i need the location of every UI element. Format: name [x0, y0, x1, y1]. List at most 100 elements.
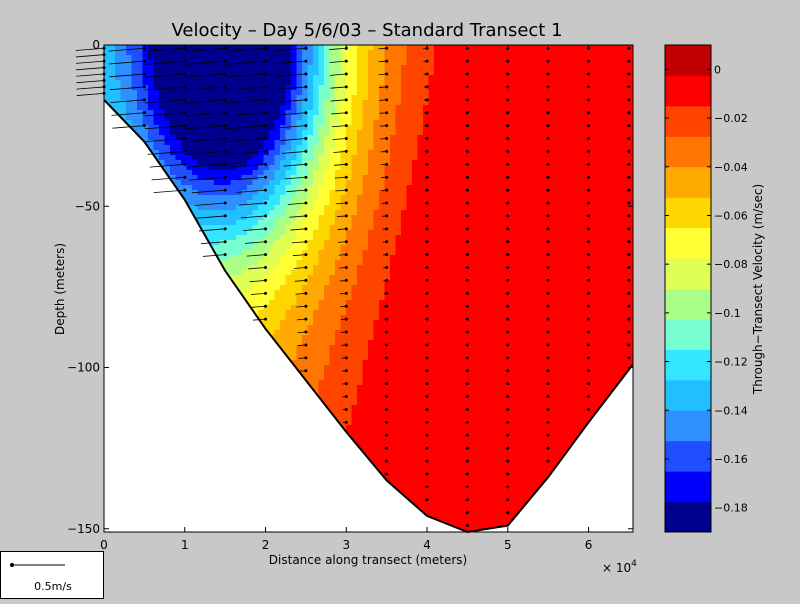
contour-cell	[230, 85, 237, 91]
contour-cell	[192, 205, 199, 211]
contour-cell	[285, 155, 292, 161]
contour-cell	[362, 270, 369, 276]
contour-cell	[126, 105, 133, 111]
contour-cell	[252, 180, 259, 186]
contour-cell	[307, 345, 314, 351]
contour-cell	[285, 245, 292, 251]
contour-cell	[307, 85, 314, 91]
contour-cell	[197, 165, 204, 171]
contour-cell	[258, 280, 265, 286]
contour-cell	[313, 285, 320, 291]
contour-cell	[329, 255, 336, 261]
contour-cell	[274, 135, 281, 141]
contour-cell	[340, 335, 347, 341]
contour-cell	[307, 330, 314, 336]
contour-cell	[346, 310, 353, 316]
contour-cell	[373, 110, 380, 116]
contour-cell	[120, 65, 127, 71]
contour-cell	[181, 140, 188, 146]
contour-cell	[148, 115, 155, 121]
contour-cell	[318, 130, 325, 136]
contour-cell	[368, 55, 375, 61]
contour-cell	[340, 150, 347, 156]
contour-cell	[351, 80, 358, 86]
contour-cell	[148, 45, 155, 51]
contour-cell	[335, 95, 342, 101]
contour-cell	[181, 50, 188, 56]
contour-cell	[258, 255, 265, 261]
contour-cell	[241, 265, 248, 271]
contour-cell	[346, 55, 353, 61]
contour-cell	[142, 105, 149, 111]
contour-cell	[373, 395, 380, 401]
contour-cell	[258, 225, 265, 231]
contour-cell	[274, 125, 281, 131]
contour-cell	[340, 290, 347, 296]
contour-cell	[197, 95, 204, 101]
contour-cell	[285, 110, 292, 116]
contour-cell	[197, 75, 204, 81]
contour-cell	[340, 310, 347, 316]
contour-cell	[329, 270, 336, 276]
contour-cell	[351, 350, 358, 356]
contour-cell	[203, 230, 210, 236]
contour-cell	[236, 115, 243, 121]
contour-cell	[175, 120, 182, 126]
contour-cell	[181, 60, 188, 66]
contour-cell	[236, 230, 243, 236]
contour-cell	[263, 205, 270, 211]
contour-cell	[230, 90, 237, 96]
contour-cell	[208, 195, 215, 201]
contour-cell	[258, 270, 265, 276]
contour-cell	[186, 45, 193, 51]
contour-cell	[247, 50, 254, 56]
contour-cell	[368, 380, 375, 386]
contour-cell	[351, 315, 358, 321]
contour-cell	[285, 235, 292, 241]
contour-cell	[241, 140, 248, 146]
contour-cell	[181, 120, 188, 126]
contour-cell	[252, 300, 259, 306]
contour-cell	[307, 305, 314, 311]
contour-cell	[181, 170, 188, 176]
contour-cell	[346, 170, 353, 176]
contour-cell	[291, 160, 298, 166]
contour-cell	[269, 290, 276, 296]
contour-cell	[219, 235, 226, 241]
contour-cell	[241, 230, 248, 236]
contour-cell	[340, 270, 347, 276]
contour-cell	[274, 265, 281, 271]
contour-cell	[208, 225, 215, 231]
contour-cell	[324, 240, 331, 246]
contour-cell	[241, 220, 248, 226]
contour-cell	[346, 110, 353, 116]
contour-cell	[285, 190, 292, 196]
contour-cell	[208, 165, 215, 171]
contour-cell	[351, 395, 358, 401]
contour-cell	[225, 260, 232, 266]
contour-cell	[302, 310, 309, 316]
contour-cell	[280, 225, 287, 231]
contour-cell	[225, 160, 232, 166]
contour-cell	[236, 180, 243, 186]
contour-cell	[351, 390, 358, 396]
contour-cell	[335, 395, 342, 401]
contour-cell	[247, 195, 254, 201]
contour-cell	[324, 230, 331, 236]
contour-cell	[280, 255, 287, 261]
contour-cell	[335, 75, 342, 81]
contour-cell	[324, 195, 331, 201]
contour-cell	[318, 175, 325, 181]
contour-cell	[296, 335, 303, 341]
contour-cell	[203, 220, 210, 226]
contour-cell	[269, 85, 276, 91]
contour-cell	[335, 155, 342, 161]
contour-cell	[285, 210, 292, 216]
contour-cell	[269, 270, 276, 276]
contour-cell	[379, 425, 386, 431]
contour-cell	[280, 230, 287, 236]
contour-cell	[219, 145, 226, 151]
contour-cell	[357, 140, 364, 146]
contour-cell	[236, 265, 243, 271]
contour-cell	[368, 260, 375, 266]
